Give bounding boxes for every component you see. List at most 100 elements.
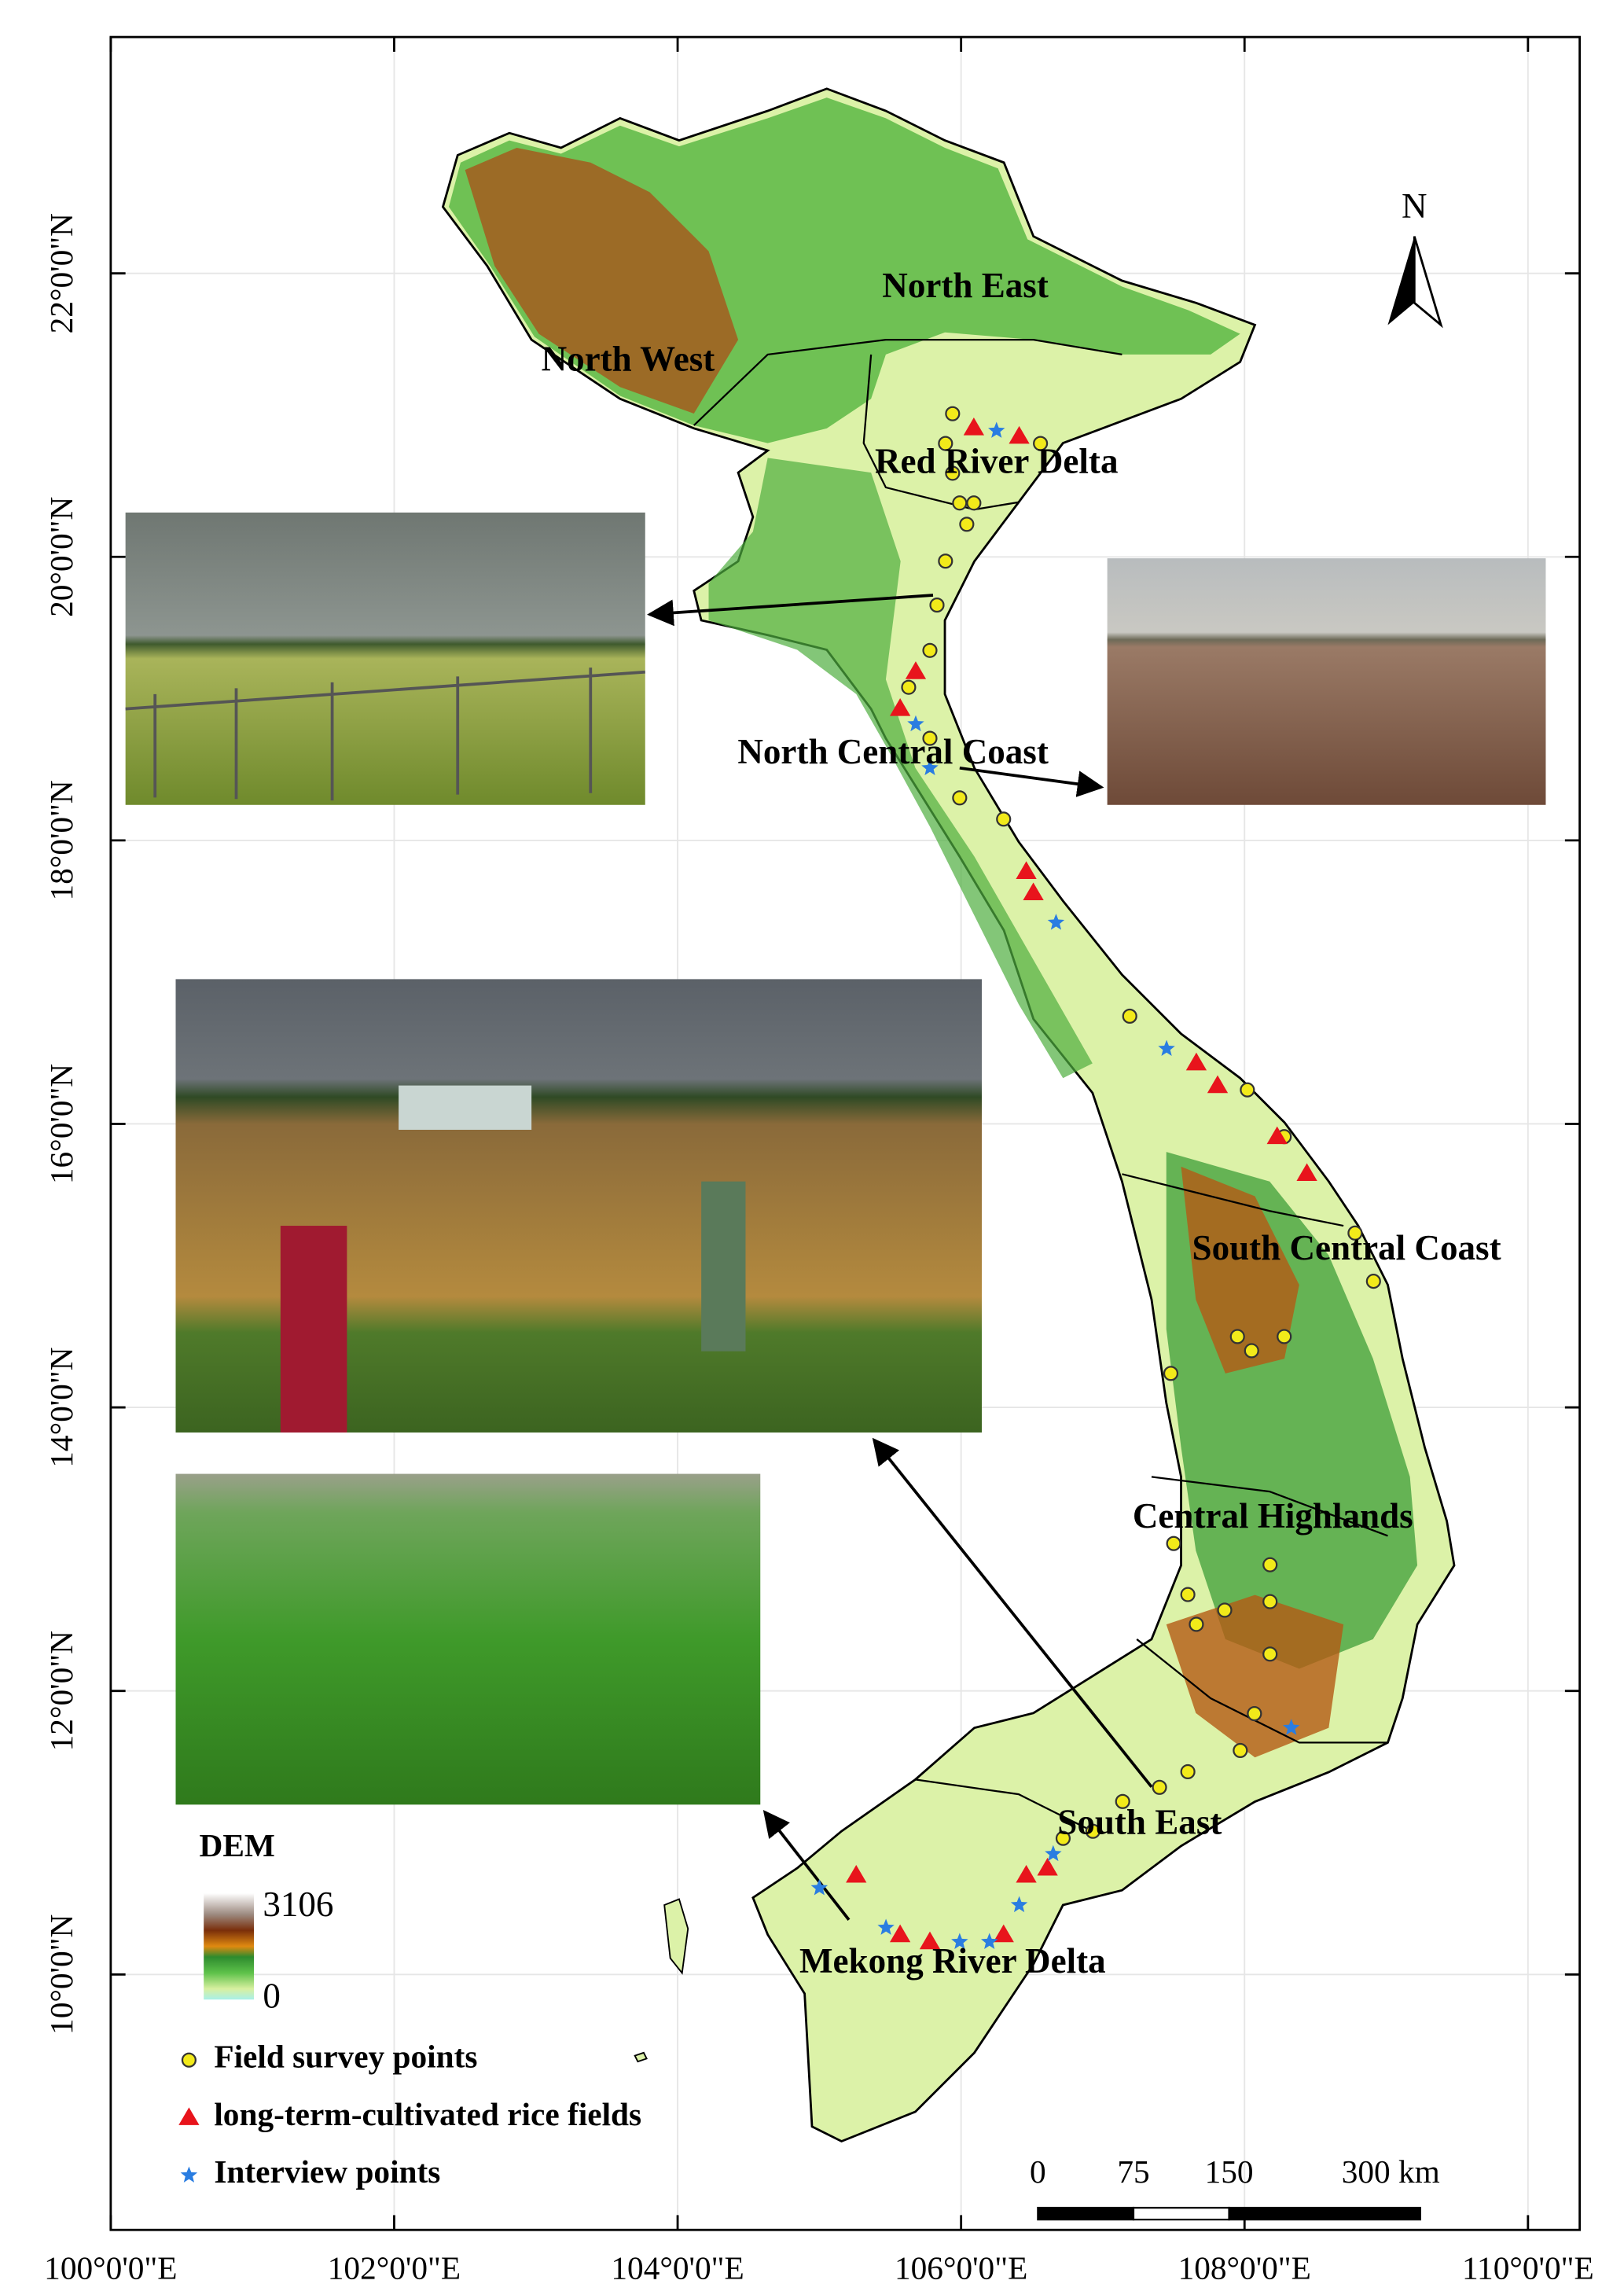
- survey-point: [1085, 1823, 1100, 1839]
- rice-field-point: [1016, 861, 1037, 879]
- rice-field-point: [993, 1924, 1014, 1943]
- region-label: Mekong River Delta: [799, 1941, 1106, 1981]
- survey-point: [1163, 1366, 1179, 1381]
- region-label: Central Highlands: [1133, 1496, 1413, 1536]
- dem-max-label: 3106: [263, 1885, 333, 1924]
- lat-tick-label: 16°0'0"N: [43, 1064, 79, 1184]
- lat-tick-label: 22°0'0"N: [43, 213, 79, 333]
- photo-person-2: [701, 1181, 746, 1352]
- survey-point: [1247, 1705, 1262, 1722]
- rice-field-point: [846, 1864, 867, 1883]
- survey-point: [1244, 1343, 1259, 1359]
- interview-point: [951, 1933, 968, 1949]
- photo-rice-field-fence: [125, 512, 645, 805]
- survey-point: [1262, 1594, 1278, 1609]
- north-arrow: N: [1387, 186, 1443, 329]
- survey-point: [1240, 1082, 1255, 1098]
- survey-point: [938, 554, 953, 569]
- survey-point: [959, 517, 975, 532]
- points: [810, 406, 1381, 1950]
- map-frame: [109, 35, 1582, 2231]
- survey-point: [1166, 1536, 1181, 1551]
- highland-peaks: [1166, 1166, 1344, 1758]
- rice-field-point: [1023, 882, 1044, 900]
- lat-tick-label: 18°0'0"N: [43, 780, 79, 900]
- survey-point: [1217, 1602, 1233, 1618]
- interview-point: [988, 421, 1005, 438]
- survey-point: [952, 495, 968, 511]
- north-arrow-shape: [1413, 236, 1443, 329]
- rice-field-point: [963, 417, 985, 436]
- rice-field-point: [1266, 1126, 1288, 1145]
- survey-point: [996, 811, 1012, 827]
- lon-tick-label: 108°0'0"E: [1178, 2249, 1311, 2286]
- survey-point: [1262, 1557, 1278, 1572]
- rice-field-point: [919, 1931, 941, 1950]
- legend-symbol: [181, 2052, 197, 2068]
- lat-tick-label: 14°0'0"N: [43, 1347, 79, 1467]
- arrow: [762, 1810, 851, 1921]
- legend-label: long-term-cultivated rice fields: [214, 2096, 641, 2132]
- region-label: North Central Coast: [737, 732, 1049, 771]
- dem-color-bar: [204, 1892, 255, 2000]
- survey-point: [1180, 1587, 1196, 1602]
- legend-symbol: [178, 2107, 200, 2125]
- lat-tick-label: 12°0'0"N: [43, 1631, 79, 1751]
- legend: DEM 3106 0 Field survey points long-term-…: [178, 1827, 641, 2190]
- central-upland: [708, 458, 1093, 1079]
- scale-label: 300 km: [1342, 2153, 1440, 2190]
- region-label: North East: [882, 266, 1049, 305]
- survey-point: [1180, 1764, 1196, 1780]
- arrow: [872, 1437, 1153, 1788]
- photo-green-rice: [175, 1473, 761, 1805]
- survey-point: [1347, 1225, 1363, 1241]
- interview-point: [1047, 914, 1065, 930]
- region-label: South East: [1057, 1802, 1222, 1841]
- lon-tick-label: 110°0'0"E: [1462, 2249, 1594, 2286]
- lon-tick-label: 106°0'0"E: [895, 2249, 1027, 2286]
- survey-point: [901, 679, 917, 695]
- rice-field-point: [1185, 1052, 1207, 1071]
- lon-tick-label: 104°0'0"E: [611, 2249, 744, 2286]
- scale-segment: [1228, 2206, 1421, 2221]
- interview-point: [1045, 1844, 1062, 1862]
- arrow: [647, 594, 934, 627]
- interview-point: [980, 1933, 998, 1949]
- survey-point: [1189, 1616, 1204, 1632]
- rice-field-point: [889, 698, 911, 716]
- northwest-mountains: [465, 147, 739, 414]
- survey-point: [1033, 436, 1049, 451]
- survey-point: [922, 730, 938, 746]
- survey-point: [938, 436, 953, 451]
- survey-point: [1262, 1646, 1278, 1662]
- scale-label: 0: [1030, 2153, 1046, 2190]
- arrows: [647, 594, 1153, 1921]
- survey-point: [1365, 1274, 1381, 1289]
- north-arrow-shape: [1387, 236, 1415, 325]
- interview-point: [907, 715, 924, 732]
- rice-field-point: [1009, 425, 1030, 444]
- photo-bare-field: [1107, 558, 1546, 805]
- lat-tick-label: 20°0'0"N: [43, 497, 79, 617]
- dem-min-label: 0: [263, 1977, 281, 2016]
- region-labels: North East North West Red River Delta North…: [542, 266, 1501, 1981]
- legend-label: Field survey points: [214, 2039, 477, 2075]
- photo-houses: [399, 1085, 532, 1130]
- survey-point: [945, 465, 961, 481]
- survey-point: [1115, 1793, 1130, 1809]
- photo-fence: [125, 668, 645, 801]
- scale-bar: 0 75 150 300 km: [1030, 2153, 1440, 2221]
- survey-point: [1122, 1008, 1137, 1024]
- north-label: N: [1402, 186, 1427, 226]
- dem-title: DEM: [200, 1827, 275, 1863]
- survey-point: [1277, 1329, 1292, 1344]
- interview-point: [1283, 1719, 1300, 1735]
- interview-point: [1010, 1896, 1028, 1913]
- rice-field-point: [1037, 1857, 1058, 1876]
- rice-field-point: [1296, 1163, 1317, 1181]
- region-boundaries: [693, 339, 1388, 1833]
- survey-point: [1233, 1742, 1248, 1759]
- lon-tick-label: 100°0'0"E: [44, 2249, 177, 2286]
- legend-label: Interview points: [214, 2153, 440, 2190]
